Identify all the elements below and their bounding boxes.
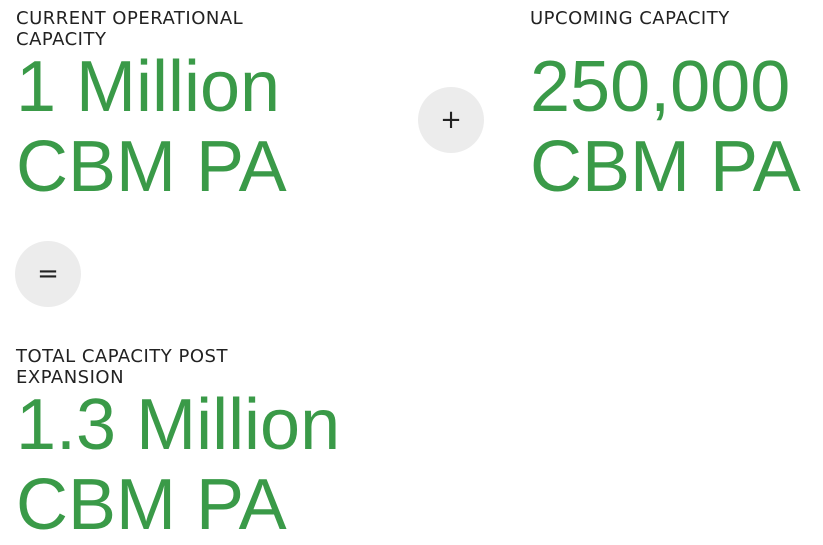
- label: UPCOMING CAPACITY: [530, 8, 730, 29]
- value: 1.3 Million CBM PA: [16, 385, 341, 545]
- plus-icon: +: [418, 87, 484, 153]
- label: CURRENT OPERATIONAL CAPACITY: [16, 8, 244, 50]
- value: 1 Million CBM PA: [16, 47, 287, 207]
- equals-icon: =: [15, 241, 81, 307]
- value: 250,000 CBM PA: [530, 47, 801, 207]
- label: TOTAL CAPACITY POST EXPANSION: [16, 346, 228, 388]
